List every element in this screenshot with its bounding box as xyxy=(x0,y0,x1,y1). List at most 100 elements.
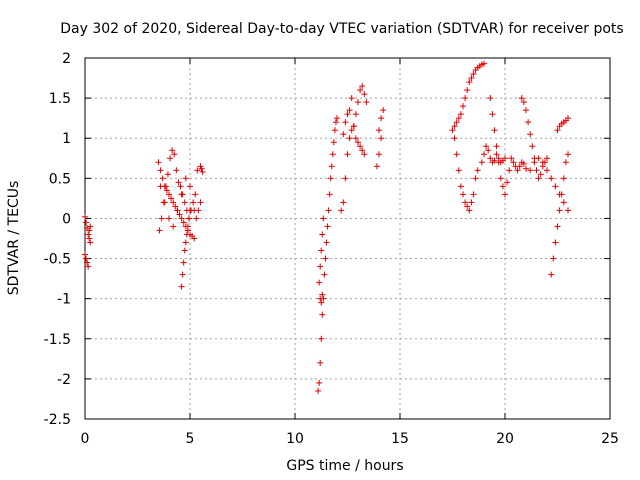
data-point xyxy=(548,175,555,182)
data-point xyxy=(315,387,322,394)
data-point xyxy=(552,239,559,246)
data-point xyxy=(177,183,184,190)
data-point xyxy=(180,219,187,226)
data-point xyxy=(502,155,508,162)
data-point xyxy=(328,163,335,170)
data-point xyxy=(166,215,172,222)
data-point xyxy=(179,271,186,278)
data-point xyxy=(560,199,567,206)
x-tick-label: 0 xyxy=(81,431,90,447)
y-tick-label: 0 xyxy=(62,211,71,227)
y-tick-label: -1 xyxy=(57,292,71,308)
data-point xyxy=(520,99,527,106)
data-point xyxy=(378,115,385,122)
y-tick-label: -2 xyxy=(57,372,71,388)
data-point xyxy=(182,239,189,246)
data-point xyxy=(348,95,355,102)
axis-ticks: 0 5 10 15 20 25 -2.5 -2 -1.5 -1 -0.5 0 0.5 1 1.5 2 xyxy=(44,51,619,447)
plot-frame xyxy=(84,57,611,420)
data-point xyxy=(180,259,187,266)
data-point xyxy=(539,159,546,166)
data-point xyxy=(460,191,466,198)
data-point xyxy=(83,255,90,262)
grid-lines xyxy=(85,58,610,419)
y-tick-label: 2 xyxy=(62,51,71,67)
data-point xyxy=(338,207,345,214)
data-point xyxy=(361,151,368,158)
data-point xyxy=(316,279,323,286)
x-tick-label: 15 xyxy=(391,431,409,447)
data-point xyxy=(373,163,380,170)
data-point xyxy=(82,251,88,258)
data-point xyxy=(348,127,355,134)
data-point xyxy=(457,183,464,190)
data-point xyxy=(322,255,329,262)
data-point xyxy=(178,283,185,290)
data-point xyxy=(562,159,569,166)
y-tick-label: 1 xyxy=(62,131,71,147)
data-point xyxy=(318,335,325,342)
data-point xyxy=(357,143,364,150)
data-point xyxy=(318,247,325,254)
data-point xyxy=(520,160,527,167)
data-point xyxy=(489,111,496,118)
data-point xyxy=(531,159,538,166)
data-point xyxy=(481,151,487,158)
data-point xyxy=(320,215,327,222)
data-point xyxy=(504,179,511,186)
data-point xyxy=(525,119,532,126)
data-point xyxy=(170,223,177,230)
data-point xyxy=(329,151,336,158)
data-point xyxy=(506,167,513,174)
data-point xyxy=(466,207,473,214)
data-point xyxy=(462,95,469,102)
y-tick-label: 0.5 xyxy=(49,171,71,187)
data-point xyxy=(198,165,205,172)
data-point xyxy=(560,175,567,182)
data-point xyxy=(166,191,172,198)
data-point xyxy=(171,151,178,158)
data-point xyxy=(161,199,168,206)
data-point xyxy=(334,115,340,122)
data-point xyxy=(380,107,387,114)
data-point xyxy=(157,183,164,190)
data-point xyxy=(86,227,93,234)
data-point xyxy=(190,199,197,206)
data-point xyxy=(508,155,515,162)
data-point xyxy=(197,199,204,206)
x-tick-label: 25 xyxy=(601,431,619,447)
data-point xyxy=(462,199,469,206)
data-point xyxy=(550,255,557,262)
data-point xyxy=(326,191,333,198)
data-point xyxy=(317,295,324,302)
data-point xyxy=(464,203,471,210)
data-point xyxy=(192,191,199,198)
data-point xyxy=(527,167,534,174)
data-point xyxy=(182,175,189,182)
data-point xyxy=(552,183,559,190)
data-point xyxy=(474,167,481,174)
data-point xyxy=(495,159,502,166)
data-point xyxy=(485,147,492,154)
data-point xyxy=(361,91,368,98)
data-point xyxy=(533,167,540,174)
data-point xyxy=(529,143,536,150)
data-points xyxy=(82,60,571,394)
data-point xyxy=(317,263,324,270)
data-point xyxy=(376,127,382,134)
y-tick-label: 1.5 xyxy=(49,91,71,107)
data-point xyxy=(340,131,347,138)
data-point xyxy=(167,155,174,162)
data-point xyxy=(158,215,165,222)
data-point xyxy=(466,79,473,86)
data-point xyxy=(325,207,332,214)
data-point xyxy=(344,111,351,118)
data-point xyxy=(523,165,529,172)
data-point xyxy=(565,151,571,158)
data-point xyxy=(376,151,382,158)
data-point xyxy=(468,199,475,206)
data-point xyxy=(175,179,182,186)
data-point xyxy=(176,211,183,218)
data-point xyxy=(449,127,456,134)
